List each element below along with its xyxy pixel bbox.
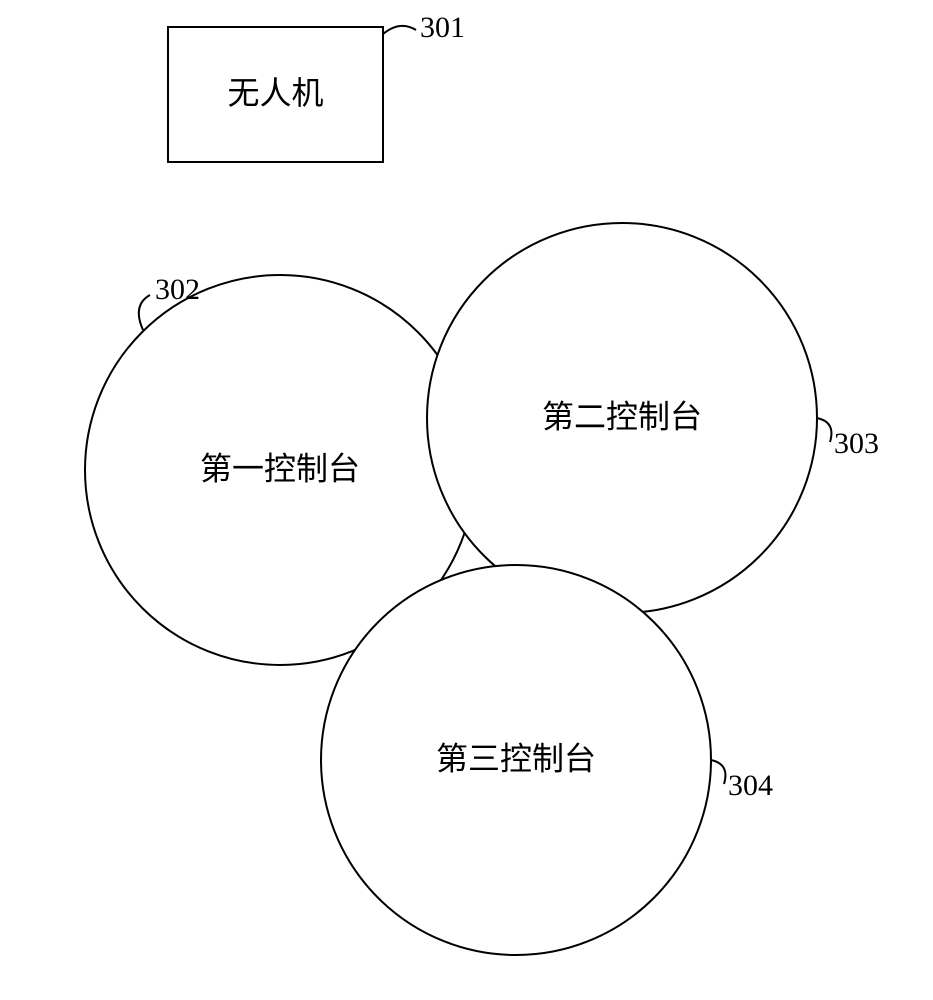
console-2-ref-number: 303	[834, 427, 879, 460]
drone-box-ref-number: 301	[420, 11, 465, 44]
console-1-label: 第一控制台	[200, 450, 360, 486]
console-3-label: 第三控制台	[436, 740, 596, 776]
console-1-ref-number: 302	[155, 273, 200, 306]
console-3-ref-number: 304	[728, 769, 773, 802]
diagram-canvas: 无人机 301 第一控制台 302 第二控制台 303 第三控制台 304	[0, 0, 933, 1000]
console-2-label: 第二控制台	[542, 398, 702, 434]
drone-box-label: 无人机	[227, 75, 323, 111]
